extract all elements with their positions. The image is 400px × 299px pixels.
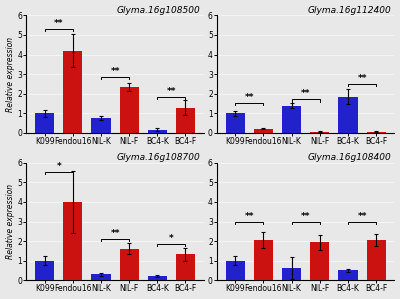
Bar [63, 202, 82, 280]
Bar [148, 130, 167, 133]
Text: **: ** [110, 67, 120, 76]
Bar [254, 240, 273, 280]
Text: Glyma.16g112400: Glyma.16g112400 [307, 6, 391, 15]
Bar [120, 87, 139, 133]
Bar [254, 129, 273, 133]
Text: **: ** [245, 211, 254, 221]
Text: *: * [169, 234, 174, 243]
Bar [148, 276, 167, 280]
Text: **: ** [357, 211, 367, 221]
Bar [63, 51, 82, 133]
Bar [338, 271, 358, 280]
Text: *: * [56, 161, 61, 171]
Text: **: ** [245, 93, 254, 102]
Bar [366, 240, 386, 280]
Bar [282, 106, 301, 133]
Text: **: ** [54, 19, 64, 28]
Text: Glyma.16g108700: Glyma.16g108700 [116, 153, 200, 162]
Text: **: ** [110, 229, 120, 238]
Y-axis label: Relative expression: Relative expression [6, 36, 14, 112]
Bar [120, 248, 139, 280]
Text: Glyma.16g108400: Glyma.16g108400 [307, 153, 391, 162]
Text: **: ** [357, 74, 367, 83]
Bar [92, 118, 110, 133]
Bar [226, 261, 245, 280]
Bar [92, 274, 110, 280]
Bar [282, 268, 301, 280]
Bar [176, 108, 195, 133]
Bar [176, 254, 195, 280]
Bar [35, 261, 54, 280]
Bar [35, 113, 54, 133]
Bar [226, 113, 245, 133]
Bar [338, 97, 358, 133]
Text: **: ** [167, 87, 176, 96]
Y-axis label: Relative expression: Relative expression [6, 184, 14, 259]
Text: **: ** [301, 89, 310, 98]
Bar [366, 132, 386, 133]
Bar [310, 132, 329, 133]
Bar [310, 242, 329, 280]
Text: **: ** [301, 211, 310, 221]
Text: Glyma.16g108500: Glyma.16g108500 [116, 6, 200, 15]
